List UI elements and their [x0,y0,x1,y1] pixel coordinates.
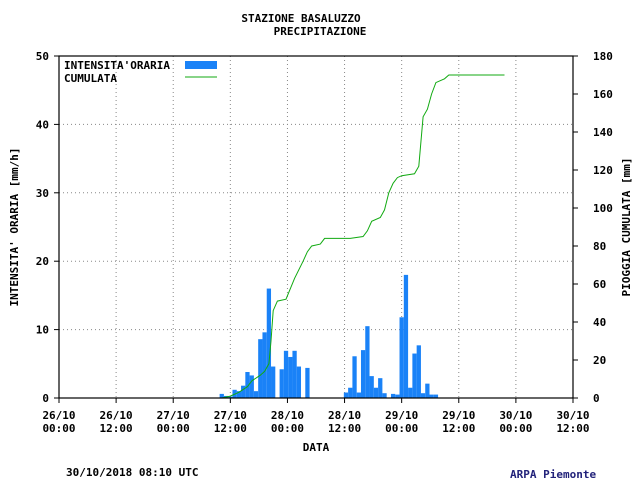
intensity-bar [292,350,297,398]
intensity-bar [360,350,366,398]
intensity-bar [288,356,293,398]
x-tick-label-time: 12:00 [442,422,475,435]
intensity-bar [365,326,370,398]
intensity-bar [395,394,400,398]
chart-subtitle: PRECIPITAZIONE [274,25,367,38]
intensity-bar [279,369,284,398]
y-tick-label: 0 [42,392,49,405]
intensity-bar [382,393,387,398]
x-tick-label-date: 28/10 [328,409,361,422]
x-tick-label-time: 00:00 [385,422,418,435]
x-tick-label-time: 00:00 [271,422,304,435]
intensity-bar [373,387,379,398]
intensity-bar [305,367,310,398]
x-tick-label-date: 30/10 [556,409,589,422]
intensity-bar [416,345,421,398]
y2-tick-label: 80 [593,240,606,253]
y2-tick-label: 160 [593,88,613,101]
intensity-bar [390,393,396,398]
y-tick-label: 30 [36,187,49,200]
y2-tick-label: 180 [593,50,613,63]
intensity-bar [253,391,259,398]
x-tick-label-date: 28/10 [271,409,304,422]
intensity-bar [348,387,353,398]
intensity-bar [245,372,250,398]
intensity-bar [219,393,224,398]
legend-label-intensity: INTENSITA'ORARIA [64,59,170,72]
y2-tick-label: 100 [593,202,613,215]
x-tick-label-time: 00:00 [499,422,532,435]
intensity-bar [266,288,272,398]
x-tick-label-date: 29/10 [442,409,475,422]
intensity-bar [241,385,246,398]
intensity-bar [399,317,404,398]
intensity-bar [249,375,254,398]
x-tick-label-date: 27/10 [214,409,247,422]
y-tick-label: 20 [36,255,49,268]
legend-swatch-intensity [185,61,217,69]
x-tick-label-date: 26/10 [100,409,133,422]
chart-title: STAZIONE BASALUZZO [241,12,361,25]
y-tick-label: 10 [36,324,49,337]
x-tick-label-time: 12:00 [556,422,589,435]
intensity-bar [352,356,357,398]
intensity-bar [412,353,417,398]
intensity-bar [378,378,383,398]
grid [59,56,573,398]
x-tick-label-date: 27/10 [157,409,190,422]
intensity-bar [262,332,267,398]
intensity-bar [369,376,374,398]
plot-frame [58,55,574,399]
y2-tick-label: 20 [593,354,606,367]
axes: 26/1000:0026/1012:0027/1000:0027/1012:00… [36,50,613,435]
intensity-bar [296,366,302,398]
y2-tick-label: 60 [593,278,606,291]
y2-tick-label: 0 [593,392,600,405]
legend-label-cumulative: CUMULATA [64,72,117,85]
y2-axis-label: PIOGGIA CUMULATA [mm] [620,157,633,296]
intensity-bar [429,394,434,398]
y2-tick-label: 40 [593,316,606,329]
y-tick-label: 40 [36,118,49,131]
footer-timestamp: 30/10/2018 08:10 UTC [66,466,199,479]
y-tick-label: 50 [36,50,49,63]
intensity-bar [343,392,349,398]
y2-tick-label: 120 [593,164,613,177]
x-axis-label: DATA [303,441,330,454]
x-tick-label-time: 00:00 [157,422,190,435]
intensity-bar [236,391,242,398]
intensity-bar [283,350,289,398]
x-tick-label-time: 12:00 [328,422,361,435]
y2-tick-label: 140 [593,126,613,139]
y-axis-label: INTENSITA' ORARIA [mm/h] [8,148,21,307]
x-tick-label-time: 12:00 [100,422,133,435]
x-tick-label-time: 12:00 [214,422,247,435]
x-tick-label-date: 29/10 [385,409,418,422]
legend: INTENSITA'ORARIA CUMULATA [64,59,217,85]
intensity-bar [258,339,263,398]
footer-credit: ARPA Piemonte [510,468,597,481]
intensity-bars [219,274,439,398]
intensity-bar [425,383,430,398]
intensity-bar [228,396,233,398]
x-tick-label-date: 30/10 [499,409,532,422]
intensity-bar [433,394,439,398]
x-tick-label-date: 26/10 [42,409,75,422]
intensity-bar [356,392,361,398]
intensity-bar [408,387,413,398]
x-tick-label-time: 00:00 [42,422,75,435]
intensity-bar [271,366,276,398]
intensity-bar [403,274,409,398]
cumulative-line [221,74,505,399]
intensity-bar [420,393,426,398]
